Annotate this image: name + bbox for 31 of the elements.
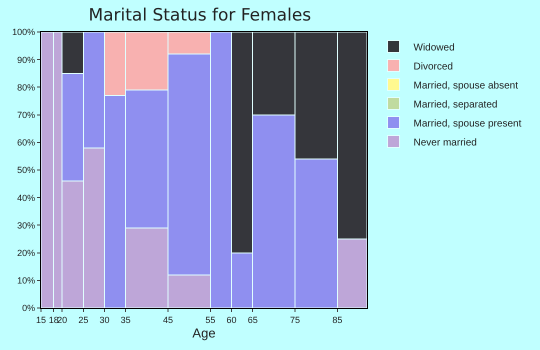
x-tick-label: 75 [290, 314, 300, 325]
y-tick-label: 40% [17, 192, 36, 203]
legend-label: Divorced [414, 61, 453, 72]
x-tick-label: 60 [226, 314, 237, 325]
y-tick-label: 10% [17, 276, 36, 286]
x-tick-label: 30 [100, 314, 110, 325]
legend-label: Never married [414, 137, 477, 148]
y-tick-label: 0% [22, 303, 36, 314]
legend-label: Married, separated [414, 99, 498, 110]
x-axis-title: Age [192, 325, 216, 340]
x-tick-label: 20 [57, 314, 68, 325]
chart-title: Marital Status for Females [88, 6, 312, 26]
legend-label: Married, spouse present [414, 118, 522, 130]
x-tick-label: 85 [332, 314, 342, 325]
y-tick-label: 50% [17, 165, 36, 176]
x-tick-label: 55 [205, 314, 216, 325]
y-tick-label: 30% [17, 220, 36, 230]
y-tick-label: 80% [17, 82, 36, 92]
x-tick-label: 65 [248, 314, 258, 325]
x-tick-label: 25 [78, 314, 88, 325]
y-tick-label: 90% [17, 54, 36, 65]
y-tick-label: 70% [17, 110, 36, 120]
x-tick-label: 35 [120, 314, 131, 325]
x-tick-label: 18 [48, 314, 59, 325]
x-tick-label: 45 [163, 314, 174, 325]
legend-label: Widowed [414, 42, 455, 54]
legend-label: Married, spouse absent [414, 80, 518, 92]
y-tick-label: 60% [17, 138, 36, 148]
y-tick-label: 20% [17, 248, 36, 258]
y-tick-label: 100% [12, 27, 36, 38]
x-tick-label: 15 [36, 314, 46, 325]
